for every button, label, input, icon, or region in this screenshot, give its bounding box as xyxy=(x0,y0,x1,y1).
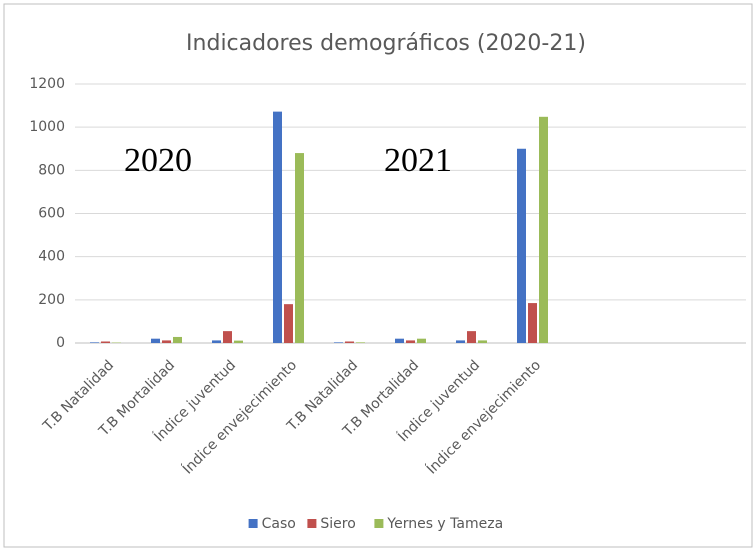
legend-label: Caso xyxy=(262,516,296,532)
legend-label: Yernes y Tameza xyxy=(386,516,503,532)
legend-swatch xyxy=(307,519,317,528)
bar xyxy=(284,304,293,343)
bar xyxy=(273,111,282,343)
bar xyxy=(406,340,415,343)
bar xyxy=(223,331,232,343)
bar xyxy=(101,341,110,343)
bar xyxy=(151,338,160,343)
bar xyxy=(517,148,526,343)
bar xyxy=(395,338,404,343)
bar xyxy=(539,116,548,343)
bar xyxy=(90,342,99,343)
bar xyxy=(162,340,171,343)
bar xyxy=(417,338,426,343)
y-tick-label: 600 xyxy=(38,206,65,222)
bar xyxy=(173,336,182,343)
bar xyxy=(212,340,221,343)
bar xyxy=(467,331,476,343)
annotation: 2020 xyxy=(124,142,192,179)
legend-label: Siero xyxy=(320,516,355,532)
bar xyxy=(234,340,243,343)
bar xyxy=(295,153,304,343)
bar xyxy=(528,303,537,343)
bar xyxy=(456,340,465,343)
legend-swatch xyxy=(248,519,258,528)
y-tick-label: 800 xyxy=(38,162,65,178)
bar xyxy=(345,341,354,343)
y-tick-label: 400 xyxy=(38,249,65,265)
chart-border xyxy=(3,3,753,548)
bar xyxy=(334,342,343,343)
chart-title: Indicadores demográficos (2020-21) xyxy=(186,31,586,56)
y-tick-label: 1200 xyxy=(29,76,65,92)
y-tick-label: 0 xyxy=(56,335,65,351)
y-tick-label: 200 xyxy=(38,292,65,308)
bar xyxy=(478,340,487,343)
legend-swatch xyxy=(374,519,384,528)
y-tick-label: 1000 xyxy=(29,119,65,135)
bar xyxy=(356,342,365,343)
annotation: 2021 xyxy=(384,142,452,179)
